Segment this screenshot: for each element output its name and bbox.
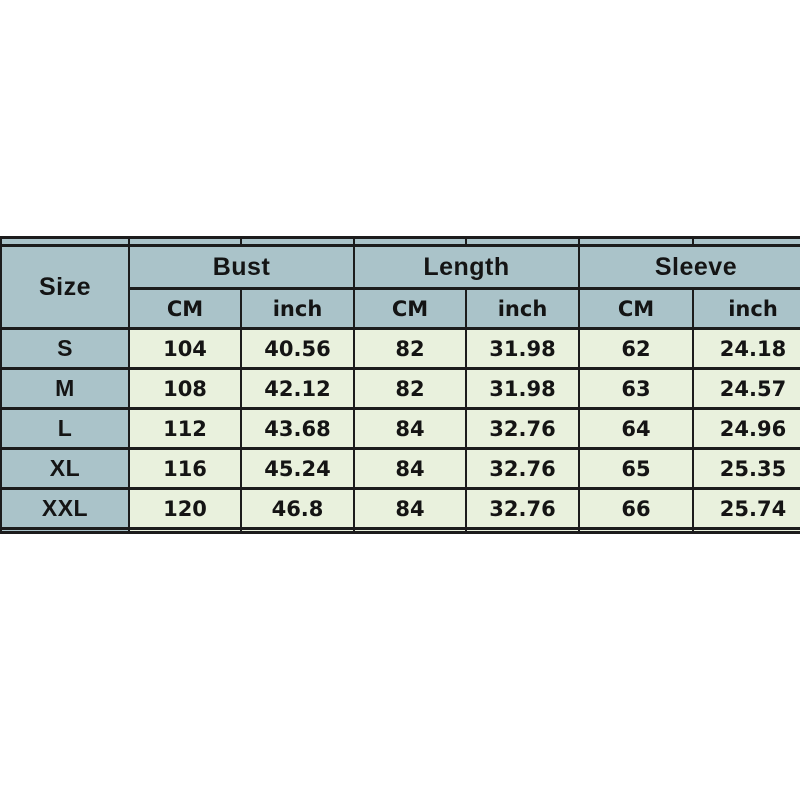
bust-group-header: Bust: [128, 244, 355, 290]
length-inch-cell: 31.98: [465, 367, 580, 410]
bust-inch-cell: 42.12: [240, 367, 355, 410]
table-row-xxl: XXL 120 46.8 84 32.76 66 25.74: [0, 487, 800, 530]
cropped-cell: [0, 236, 130, 247]
cropped-cell: [353, 527, 467, 534]
size-column-header: Size: [0, 244, 130, 330]
length-cm-cell: 82: [353, 327, 467, 370]
sleeve-group-header: Sleeve: [578, 244, 800, 290]
cropped-cell: [578, 527, 694, 534]
sleeve-inch-cell: 24.18: [692, 327, 800, 370]
length-cm-cell: 82: [353, 367, 467, 410]
length-inch-cell: 32.76: [465, 487, 580, 530]
sleeve-cm-cell: 64: [578, 407, 694, 450]
unit-header-row: CM inch CM inch CM inch: [1, 287, 800, 330]
sleeve-inch-cell: 25.35: [692, 447, 800, 490]
bust-inch-cell: 40.56: [240, 327, 355, 370]
sleeve-cm-cell: 66: [578, 487, 694, 530]
bust-inch-cell: 45.24: [240, 447, 355, 490]
sleeve-inch-cell: 25.74: [692, 487, 800, 530]
sleeve-inch-cell: 24.57: [692, 367, 800, 410]
length-inch-cell: 32.76: [465, 407, 580, 450]
size-chart-table: Size Bust Length Sleeve CM inch CM inch …: [0, 236, 800, 534]
length-inch-header: inch: [465, 287, 580, 330]
cropped-cell: [128, 527, 242, 534]
bust-cm-header: CM: [128, 287, 242, 330]
size-cell: L: [0, 407, 130, 450]
length-inch-cell: 32.76: [465, 447, 580, 490]
sleeve-cm-cell: 65: [578, 447, 694, 490]
bust-cm-cell: 108: [128, 367, 242, 410]
length-group-header: Length: [353, 244, 580, 290]
size-cell: M: [0, 367, 130, 410]
cropped-cell: [240, 236, 355, 247]
length-cm-cell: 84: [353, 487, 467, 530]
sleeve-inch-cell: 24.96: [692, 407, 800, 450]
sleeve-cm-cell: 63: [578, 367, 694, 410]
cropped-cell: [578, 236, 694, 247]
sleeve-inch-header: inch: [692, 287, 800, 330]
cropped-cell: [128, 236, 242, 247]
bust-cm-cell: 104: [128, 327, 242, 370]
sleeve-cm-header: CM: [578, 287, 694, 330]
bust-inch-header: inch: [240, 287, 355, 330]
cropped-cell: [0, 527, 130, 534]
length-cm-cell: 84: [353, 407, 467, 450]
size-cell: XXL: [0, 487, 130, 530]
bust-inch-cell: 43.68: [240, 407, 355, 450]
bust-cm-cell: 116: [128, 447, 242, 490]
size-cell: S: [0, 327, 130, 370]
size-cell: XL: [0, 447, 130, 490]
bust-cm-cell: 112: [128, 407, 242, 450]
cropped-cell: [465, 527, 580, 534]
table-row-s: S 104 40.56 82 31.98 62 24.18: [0, 327, 800, 370]
cropped-cell: [692, 236, 800, 247]
cropped-row-bottom: [0, 527, 800, 534]
bust-inch-cell: 46.8: [240, 487, 355, 530]
sleeve-cm-cell: 62: [578, 327, 694, 370]
table-row-m: M 108 42.12 82 31.98 63 24.57: [0, 367, 800, 410]
group-header-row: Size Bust Length Sleeve: [0, 244, 800, 330]
length-cm-header: CM: [353, 287, 467, 330]
size-chart-container: Size Bust Length Sleeve CM inch CM inch …: [0, 236, 800, 556]
table-row-xl: XL 116 45.24 84 32.76 65 25.35: [0, 447, 800, 490]
cropped-cell: [353, 236, 467, 247]
cropped-cell: [240, 527, 355, 534]
cropped-row-top: [0, 236, 800, 247]
table-row-l: L 112 43.68 84 32.76 64 24.96: [0, 407, 800, 450]
bust-cm-cell: 120: [128, 487, 242, 530]
cropped-cell: [465, 236, 580, 247]
cropped-cell: [692, 527, 800, 534]
length-inch-cell: 31.98: [465, 327, 580, 370]
length-cm-cell: 84: [353, 447, 467, 490]
